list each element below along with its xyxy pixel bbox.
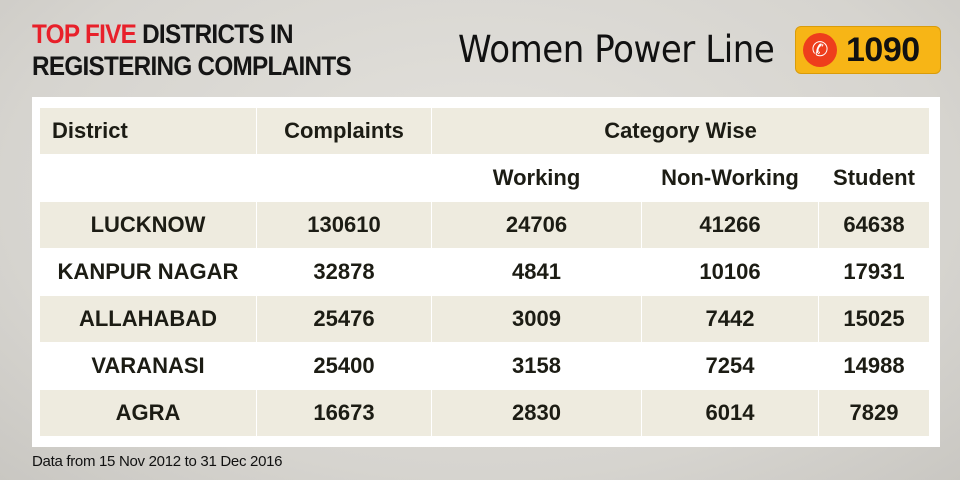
- subheader-student: Student: [818, 154, 930, 202]
- cell-district: LUCKNOW: [39, 201, 257, 249]
- helpline-number: 1090: [846, 31, 920, 69]
- cell-non-working: 7442: [641, 295, 819, 343]
- table-row: AGRA 16673 2830 6014 7829: [39, 389, 930, 437]
- cell-district: KANPUR NAGAR: [39, 248, 257, 296]
- cell-student: 14988: [818, 342, 930, 390]
- page-title: TOP FIVE DISTRICTS IN REGISTERING COMPLA…: [32, 18, 352, 82]
- cell-working: 24706: [431, 201, 642, 249]
- title-line1: DISTRICTS IN: [136, 19, 293, 49]
- cell-non-working: 41266: [641, 201, 819, 249]
- cell-complaints: 16673: [256, 389, 432, 437]
- phone-icon: ✆: [803, 33, 837, 67]
- cell-student: 15025: [818, 295, 930, 343]
- cell-complaints: 130610: [256, 201, 432, 249]
- title-highlight: TOP FIVE: [32, 19, 137, 49]
- table-row: KANPUR NAGAR 32878 4841 10106 17931: [39, 248, 930, 296]
- cell-student: 7829: [818, 389, 930, 437]
- subheader-non-working: Non-Working: [641, 154, 819, 202]
- header-row: District Complaints Category Wise: [39, 107, 930, 155]
- cell-district: ALLAHABAD: [39, 295, 257, 343]
- subheader-working: Working: [431, 154, 642, 202]
- header-category: Category Wise: [431, 107, 930, 155]
- subheader-row: Working Non-Working Student: [39, 154, 930, 202]
- cell-non-working: 7254: [641, 342, 819, 390]
- cell-district: VARANASI: [39, 342, 257, 390]
- cell-non-working: 10106: [641, 248, 819, 296]
- table-panel: District Complaints Category Wise Workin…: [32, 97, 940, 447]
- cell-complaints: 25400: [256, 342, 432, 390]
- header-complaints: Complaints: [256, 107, 432, 155]
- table-row: ALLAHABAD 25476 3009 7442 15025: [39, 295, 930, 343]
- complaints-table: District Complaints Category Wise Workin…: [39, 107, 930, 437]
- cell-non-working: 6014: [641, 389, 819, 437]
- cell-complaints: 32878: [256, 248, 432, 296]
- title-line2: REGISTERING COMPLAINTS: [32, 51, 352, 81]
- footer-note: Data from 15 Nov 2012 to 31 Dec 2016: [32, 453, 283, 470]
- header-district: District: [39, 107, 257, 155]
- helpline-badge: ✆ 1090: [795, 26, 941, 74]
- cell-student: 17931: [818, 248, 930, 296]
- table-row: LUCKNOW 130610 24706 41266 64638: [39, 201, 930, 249]
- helpline-name: Women Power Line: [458, 28, 775, 71]
- cell-working: 3158: [431, 342, 642, 390]
- cell-district: AGRA: [39, 389, 257, 437]
- cell-working: 2830: [431, 389, 642, 437]
- cell-working: 4841: [431, 248, 642, 296]
- cell-working: 3009: [431, 295, 642, 343]
- cell-student: 64638: [818, 201, 930, 249]
- table-row: VARANASI 25400 3158 7254 14988: [39, 342, 930, 390]
- cell-complaints: 25476: [256, 295, 432, 343]
